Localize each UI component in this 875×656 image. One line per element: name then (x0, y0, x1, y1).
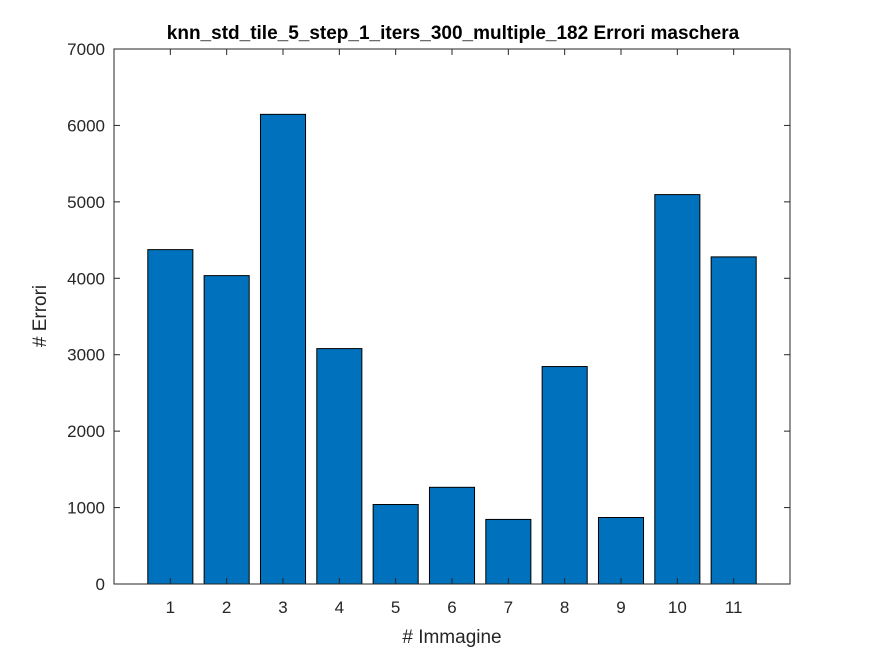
bar-7 (485, 518, 532, 585)
y-tick-label: 6000 (67, 116, 105, 135)
y-tick-label: 0 (96, 575, 105, 594)
x-tick-label: 6 (447, 598, 456, 617)
y-tick-label: 3000 (67, 346, 105, 365)
bar-2 (203, 275, 250, 585)
bar-5 (372, 504, 419, 585)
x-tick-label: 11 (725, 598, 743, 617)
y-axis-label: # Errori (30, 285, 51, 347)
x-tick-label: 2 (222, 598, 231, 617)
x-tick-label: 5 (391, 598, 400, 617)
y-tick-label: 4000 (67, 269, 105, 288)
ticks-group: 1 2 3 4 5 6 7 8 9 10 11 0 1000 2000 3000 4000 5000 6000 70… (67, 40, 790, 617)
x-axis-label: # Immagine (402, 627, 501, 648)
x-tick-label: 9 (616, 598, 625, 617)
bars-group (147, 113, 757, 585)
y-tick-label: 7000 (67, 40, 105, 59)
x-tick-label: 8 (560, 598, 569, 617)
y-tick-label: 1000 (67, 499, 105, 518)
chart-title: knn_std_tile_5_step_1_iters_300_multiple… (167, 23, 740, 44)
bar-6 (428, 486, 476, 585)
bar-8 (541, 366, 588, 585)
bar-4 (316, 348, 363, 585)
bar-3 (259, 113, 307, 585)
x-tick-label: 4 (335, 598, 344, 617)
x-tick-label: 10 (668, 598, 687, 617)
y-tick-label: 5000 (67, 193, 105, 212)
y-tick-label: 2000 (67, 422, 105, 441)
x-tick-label: 7 (504, 598, 513, 617)
bar-1 (147, 249, 194, 585)
bar-9 (597, 517, 645, 585)
x-tick-label: 3 (278, 598, 287, 617)
bar-10 (654, 194, 701, 585)
x-tick-label: 1 (166, 598, 175, 617)
plot-frame (113, 48, 791, 585)
bar-11 (710, 256, 757, 585)
